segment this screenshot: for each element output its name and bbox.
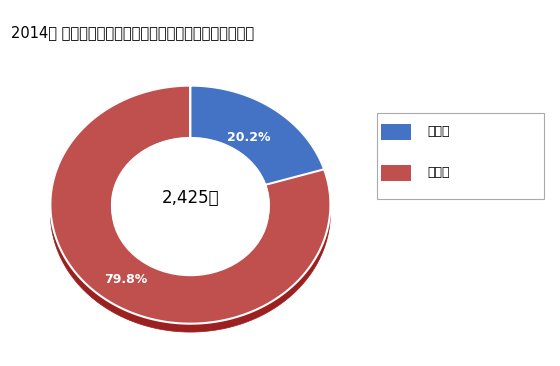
Text: 79.8%: 79.8% <box>104 273 147 286</box>
Polygon shape <box>190 86 324 185</box>
Polygon shape <box>190 86 324 178</box>
Ellipse shape <box>112 138 269 271</box>
Text: 卩売業: 卩売業 <box>428 167 450 179</box>
FancyBboxPatch shape <box>377 113 544 198</box>
Polygon shape <box>50 86 330 332</box>
Text: 小売業: 小売業 <box>428 125 450 138</box>
FancyBboxPatch shape <box>381 165 411 181</box>
Polygon shape <box>50 86 330 324</box>
Text: 2,425人: 2,425人 <box>162 188 219 207</box>
Text: 2014年 商業の従業者数にしめる卩売業と小売業のシェア: 2014年 商業の従業者数にしめる卩売業と小売業のシェア <box>11 26 254 41</box>
Ellipse shape <box>112 142 269 276</box>
Text: 20.2%: 20.2% <box>227 131 270 144</box>
FancyBboxPatch shape <box>381 124 411 140</box>
